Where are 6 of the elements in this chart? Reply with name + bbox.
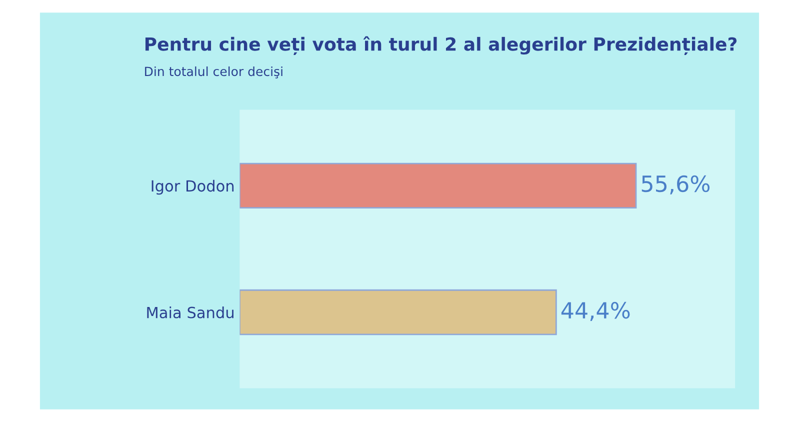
data-label: 55,6% [642,175,710,194]
chart-subtitle: Din totalul celor decişi [145,66,282,78]
y-tick-label: Igor Dodon [152,180,234,195]
data-label: 44,4% [561,302,630,321]
y-tick-label: Maia Sandu [147,306,234,318]
chart-title: Pentru cine veți vota în turul 2 al alegerilor Prezidențiale? [145,36,737,55]
